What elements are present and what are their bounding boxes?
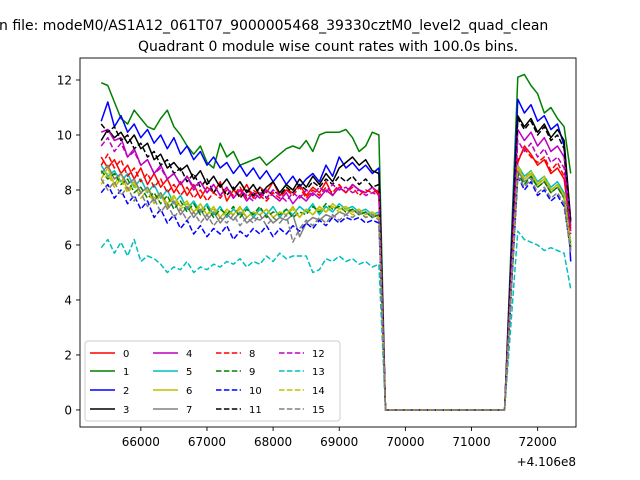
y-tick-label: 2: [64, 348, 72, 362]
x-axis-offset-label: +4.106e8: [517, 455, 576, 469]
legend-label-7: 7: [186, 405, 192, 416]
legend-label-0: 0: [123, 349, 129, 360]
x-tick-label: 71000: [452, 435, 490, 449]
x-tick-label: 70000: [386, 435, 424, 449]
x-tick-label: 66000: [122, 435, 160, 449]
axis-ticks: 66000 67000 68000 69000 70000 71000 72000 0 2 4 6 8…: [57, 73, 557, 449]
legend-label-11: 11: [249, 405, 262, 416]
plot-frame: [79, 57, 577, 428]
y-tick-label: 10: [57, 128, 72, 142]
chart-title: Quadrant 0 module wise count rates with …: [138, 39, 518, 55]
x-tick-label: 69000: [320, 435, 358, 449]
legend-label-14: 14: [312, 386, 325, 397]
y-tick-label: 4: [64, 293, 72, 307]
legend-label-3: 3: [123, 405, 129, 416]
legend-label-15: 15: [312, 405, 325, 416]
series-line-15: [100, 175, 572, 411]
legend-label-5: 5: [186, 367, 192, 378]
legend-label-8: 8: [249, 349, 255, 360]
legend-label-1: 1: [123, 367, 129, 378]
legend-label-13: 13: [312, 367, 325, 378]
y-tick-label: 0: [64, 403, 72, 417]
legend-label-4: 4: [186, 349, 192, 360]
x-tick-label: 67000: [188, 435, 226, 449]
legend-label-2: 2: [123, 386, 129, 397]
legend-label-10: 10: [249, 386, 262, 397]
x-tick-label: 72000: [519, 435, 557, 449]
y-tick-label: 6: [64, 238, 72, 252]
y-tick-label: 8: [64, 183, 72, 197]
y-tick-label: 12: [57, 73, 72, 87]
legend-frame: [84, 340, 341, 422]
series-lines: [100, 73, 572, 411]
figure-suptitle: n file: modeM0/AS1A12_061T07_9000005468_…: [0, 18, 548, 34]
legend-label-12: 12: [312, 349, 325, 360]
legend-label-9: 9: [249, 367, 255, 378]
x-tick-label: 68000: [254, 435, 292, 449]
legend-label-6: 6: [186, 386, 192, 397]
